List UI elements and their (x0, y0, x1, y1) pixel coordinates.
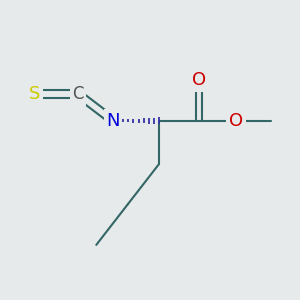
Text: N: N (106, 112, 120, 130)
Text: O: O (229, 112, 243, 130)
Text: S: S (29, 85, 40, 103)
Text: C: C (72, 85, 84, 103)
Text: O: O (192, 71, 206, 89)
